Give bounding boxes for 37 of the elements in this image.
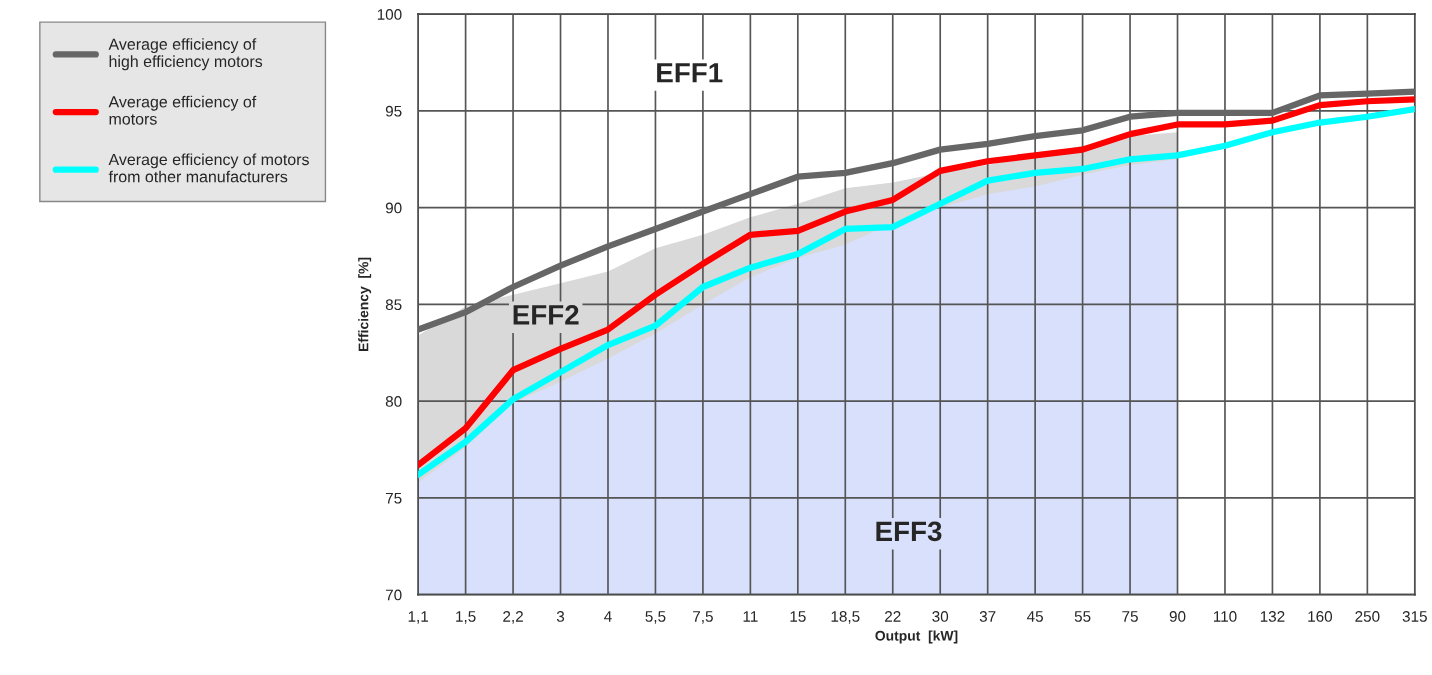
x-tick-label: 1,5	[456, 611, 476, 624]
legend-label: Average efficiency of high efficiency motors	[108, 38, 263, 71]
x-tick-label: 2,2	[503, 611, 523, 624]
x-tick-label: 22	[885, 611, 901, 622]
annotation: EFF3	[876, 521, 942, 542]
y-axis-title: Efficiency [%]	[358, 257, 372, 351]
x-tick-label: 315	[1402, 611, 1427, 622]
x-tick-label: 30	[932, 611, 949, 622]
y-tick-label: 75	[385, 492, 402, 504]
x-tick-label: 90	[1169, 611, 1186, 622]
annotation: EFF2	[513, 304, 579, 325]
y-tick-label: 95	[385, 105, 402, 117]
x-tick-label: 15	[790, 611, 806, 622]
x-tick-label: 1,1	[408, 611, 429, 624]
x-tick-label: 4	[604, 611, 612, 622]
x-tick-label: 3	[556, 611, 565, 622]
x-tick-label: 37	[979, 611, 996, 622]
x-tick-label: 7,5	[693, 611, 713, 624]
x-tick-label: 132	[1260, 611, 1285, 622]
annotation: EFF1	[657, 63, 723, 83]
y-tick-label: 90	[385, 202, 402, 214]
x-tick-label: 45	[1026, 611, 1043, 622]
x-tick-label: 160	[1308, 611, 1333, 622]
x-tick-label: 18,5	[831, 611, 860, 624]
x-tick-label: 11	[743, 611, 758, 622]
legend-label: Average efficiency of motors	[108, 95, 257, 125]
x-axis-title: Output [kW]	[875, 630, 958, 644]
y-tick-label: 70	[385, 589, 402, 601]
x-tick-label: 5,5	[645, 611, 666, 624]
y-tick-label: 100	[377, 9, 402, 20]
legend-label: Average efficiency of motors from other manufacturers	[108, 153, 309, 183]
x-tick-label: 75	[1122, 611, 1138, 622]
x-tick-label: 55	[1074, 611, 1091, 622]
x-tick-label: 110	[1213, 611, 1237, 622]
x-tick-label: 250	[1355, 611, 1380, 622]
y-tick-label: 80	[385, 396, 402, 407]
y-tick-label: 85	[385, 299, 402, 311]
